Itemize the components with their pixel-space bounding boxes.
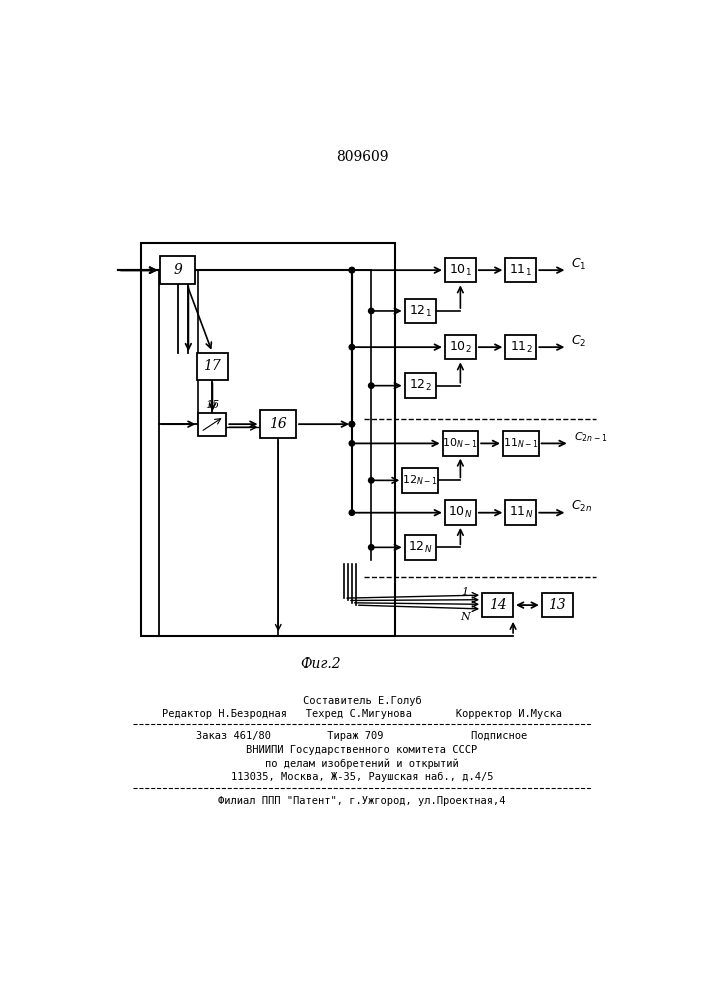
Circle shape <box>349 421 355 427</box>
Bar <box>506 335 537 359</box>
Circle shape <box>349 344 355 350</box>
Text: $11_1$: $11_1$ <box>510 263 532 278</box>
Bar <box>443 431 478 456</box>
Text: $10_1$: $10_1$ <box>449 263 472 278</box>
Bar <box>160 256 194 284</box>
Text: Редактор Н.Безродная   Техред С.Мигунова       Корректор И.Муска: Редактор Н.Безродная Техред С.Мигунова К… <box>162 709 562 719</box>
Circle shape <box>368 478 374 483</box>
Text: 113035, Москва, Ж-35, Раушская наб., д.4/5: 113035, Москва, Ж-35, Раушская наб., д.4… <box>230 772 493 782</box>
Text: Составитель Е.Голуб: Составитель Е.Голуб <box>303 696 421 706</box>
Text: $10_N$: $10_N$ <box>448 505 472 520</box>
Circle shape <box>368 308 374 314</box>
Circle shape <box>349 510 355 515</box>
Text: $10_{N-1}$: $10_{N-1}$ <box>443 436 479 450</box>
Text: $11_N$: $11_N$ <box>508 505 533 520</box>
Bar <box>199 413 226 436</box>
Text: 809609: 809609 <box>336 150 388 164</box>
Bar <box>445 500 476 525</box>
Bar <box>542 593 573 617</box>
Text: $12_N$: $12_N$ <box>408 540 432 555</box>
Text: $11_{N-1}$: $11_{N-1}$ <box>503 436 539 450</box>
Text: $C_1$: $C_1$ <box>571 256 587 272</box>
Circle shape <box>368 383 374 388</box>
Bar <box>404 373 436 398</box>
Circle shape <box>349 441 355 446</box>
Text: 14: 14 <box>489 598 506 612</box>
Bar <box>506 500 537 525</box>
Circle shape <box>349 267 355 273</box>
Bar <box>404 535 436 560</box>
Text: N: N <box>460 612 470 622</box>
Text: $12_2$: $12_2$ <box>409 378 431 393</box>
Text: $12_{N-1}$: $12_{N-1}$ <box>402 473 438 487</box>
Circle shape <box>368 545 374 550</box>
Bar <box>482 593 513 617</box>
Bar <box>506 258 537 282</box>
Bar <box>402 468 438 493</box>
Bar <box>445 335 476 359</box>
Bar <box>404 299 436 323</box>
Text: $C_{2n}$: $C_{2n}$ <box>571 499 592 514</box>
Text: Филиал ППП "Патент", г.Ужгород, ул.Проектная,4: Филиал ППП "Патент", г.Ужгород, ул.Проек… <box>218 796 506 806</box>
Text: $12_1$: $12_1$ <box>409 303 431 319</box>
Bar <box>141 243 395 636</box>
Text: 1: 1 <box>462 587 469 597</box>
Text: 17: 17 <box>204 359 221 373</box>
Text: $10_2$: $10_2$ <box>449 340 472 355</box>
Bar <box>503 431 539 456</box>
Text: Фиг.2: Фиг.2 <box>300 657 341 671</box>
Text: $C_{2n-1}$: $C_{2n-1}$ <box>573 430 607 444</box>
Circle shape <box>349 267 355 273</box>
Text: 16: 16 <box>269 417 287 431</box>
Circle shape <box>349 421 355 427</box>
Text: ВНИИПИ Государственного комитета СССР: ВНИИПИ Государственного комитета СССР <box>246 745 477 755</box>
Text: 13: 13 <box>549 598 566 612</box>
Text: по делам изобретений и открытий: по делам изобретений и открытий <box>265 758 459 769</box>
Text: 9: 9 <box>173 263 182 277</box>
Text: 15: 15 <box>205 400 219 410</box>
Bar <box>445 258 476 282</box>
Text: $11_2$: $11_2$ <box>510 340 532 355</box>
Text: Заказ 461/80         Тираж 709              Подписное: Заказ 461/80 Тираж 709 Подписное <box>197 731 527 741</box>
Bar <box>197 353 228 380</box>
Bar <box>260 410 296 438</box>
Text: $C_2$: $C_2$ <box>571 333 587 349</box>
